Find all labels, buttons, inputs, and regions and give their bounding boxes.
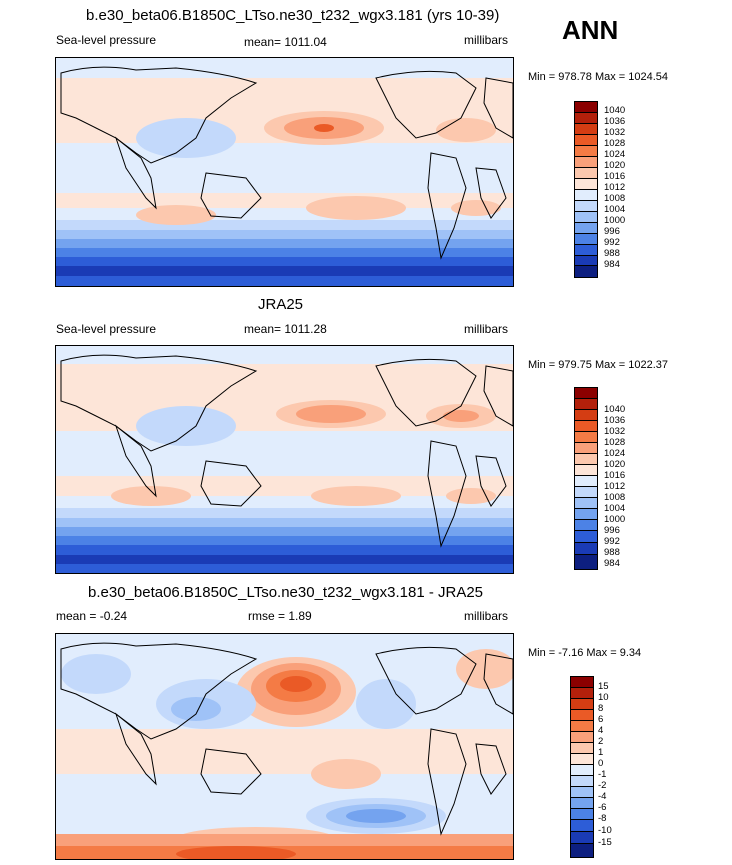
colorbar-tick-label: 1004 <box>604 503 626 514</box>
panel1-colorbar <box>574 101 598 278</box>
colorbar-tick-label: 1028 <box>604 138 626 149</box>
panel3-map <box>55 633 514 860</box>
panel2-left-label: Sea-level pressure <box>56 322 157 336</box>
colorbar-tick-label: 1012 <box>604 481 626 492</box>
colorbar-tick-label: -1 <box>598 769 607 780</box>
panel2-minmax: Min = 979.75 Max = 1022.37 <box>528 359 669 371</box>
panel1-mean: mean= 1011.04 <box>244 35 327 49</box>
panel2-title: JRA25 <box>258 296 304 313</box>
colorbar-tick-label: 1000 <box>604 215 626 226</box>
panel3-minmax: Min = -7.16 Max = 9.34 <box>528 647 642 659</box>
colorbar-tick-label: -6 <box>598 802 607 813</box>
colorbar-tick-label: 1016 <box>604 171 626 182</box>
colorbar-tick-label: 1016 <box>604 470 626 481</box>
colorbar-tick-label: -4 <box>598 791 607 802</box>
colorbar-tick-label: 10 <box>598 692 609 703</box>
colorbar-tick-label: 1008 <box>604 492 626 503</box>
colorbar-tick-label: 6 <box>598 714 604 725</box>
colorbar-tick-label: 984 <box>604 558 620 569</box>
colorbar-tick-label: 1012 <box>604 182 626 193</box>
colorbar-tick-label: -8 <box>598 813 607 824</box>
colorbar-tick-label: 1036 <box>604 116 626 127</box>
panel1-units: millibars <box>464 33 509 47</box>
colorbar-tick-label: 1 <box>598 747 604 758</box>
panel3-units: millibars <box>464 609 509 623</box>
panel2-units: millibars <box>464 322 509 336</box>
colorbar-tick-label: 1036 <box>604 415 626 426</box>
panel2-mean: mean= 1011.28 <box>244 322 327 336</box>
colorbar-tick-label: 996 <box>604 525 620 536</box>
panel1-title: b.e30_beta06.B1850C_LTso.ne30_t232_wgx3.… <box>86 7 500 24</box>
panel2-colorbar <box>574 387 598 570</box>
colorbar-tick-label: 1028 <box>604 437 626 448</box>
colorbar-tick-label: 992 <box>604 237 620 248</box>
colorbar-tick-label: 1008 <box>604 193 626 204</box>
panel1-minmax: Min = 978.78 Max = 1024.54 <box>528 71 669 83</box>
colorbar-tick-label: 1040 <box>604 404 626 415</box>
colorbar-tick-label: 2 <box>598 736 604 747</box>
colorbar-tick-label: 15 <box>598 681 609 692</box>
colorbar-tick-label: 1032 <box>604 127 626 138</box>
panel1-map <box>55 57 514 287</box>
season-label: ANN <box>562 15 619 45</box>
colorbar-tick-label: 4 <box>598 725 604 736</box>
colorbar-tick-label: 1020 <box>604 459 626 470</box>
panel3-rmse: rmse = 1.89 <box>248 609 312 623</box>
colorbar-tick-label: -2 <box>598 780 607 791</box>
colorbar-tick-label: 988 <box>604 248 620 259</box>
colorbar-tick-label: -15 <box>598 837 612 848</box>
colorbar-tick-label: 0 <box>598 758 604 769</box>
panel1-left-label: Sea-level pressure <box>56 33 157 47</box>
colorbar-tick-label: 1024 <box>604 448 626 459</box>
panel3-colorbar <box>570 676 594 858</box>
colorbar-tick-label: 1004 <box>604 204 626 215</box>
colorbar-tick-label: 1000 <box>604 514 626 525</box>
colorbar-tick-label: 1024 <box>604 149 626 160</box>
colorbar-tick-label: 1020 <box>604 160 626 171</box>
colorbar-tick-label: 988 <box>604 547 620 558</box>
panel3-title: b.e30_beta06.B1850C_LTso.ne30_t232_wgx3.… <box>88 584 484 601</box>
colorbar-tick-label: 1032 <box>604 426 626 437</box>
colorbar-tick-label: 1040 <box>604 105 626 116</box>
colorbar-tick-label: -10 <box>598 825 612 836</box>
panel2-map <box>55 345 514 574</box>
panel3-mean: mean = -0.24 <box>56 609 128 623</box>
colorbar-tick-label: 992 <box>604 536 620 547</box>
colorbar-tick-label: 996 <box>604 226 620 237</box>
colorbar-tick-label: 8 <box>598 703 604 714</box>
colorbar-tick-label: 984 <box>604 259 620 270</box>
